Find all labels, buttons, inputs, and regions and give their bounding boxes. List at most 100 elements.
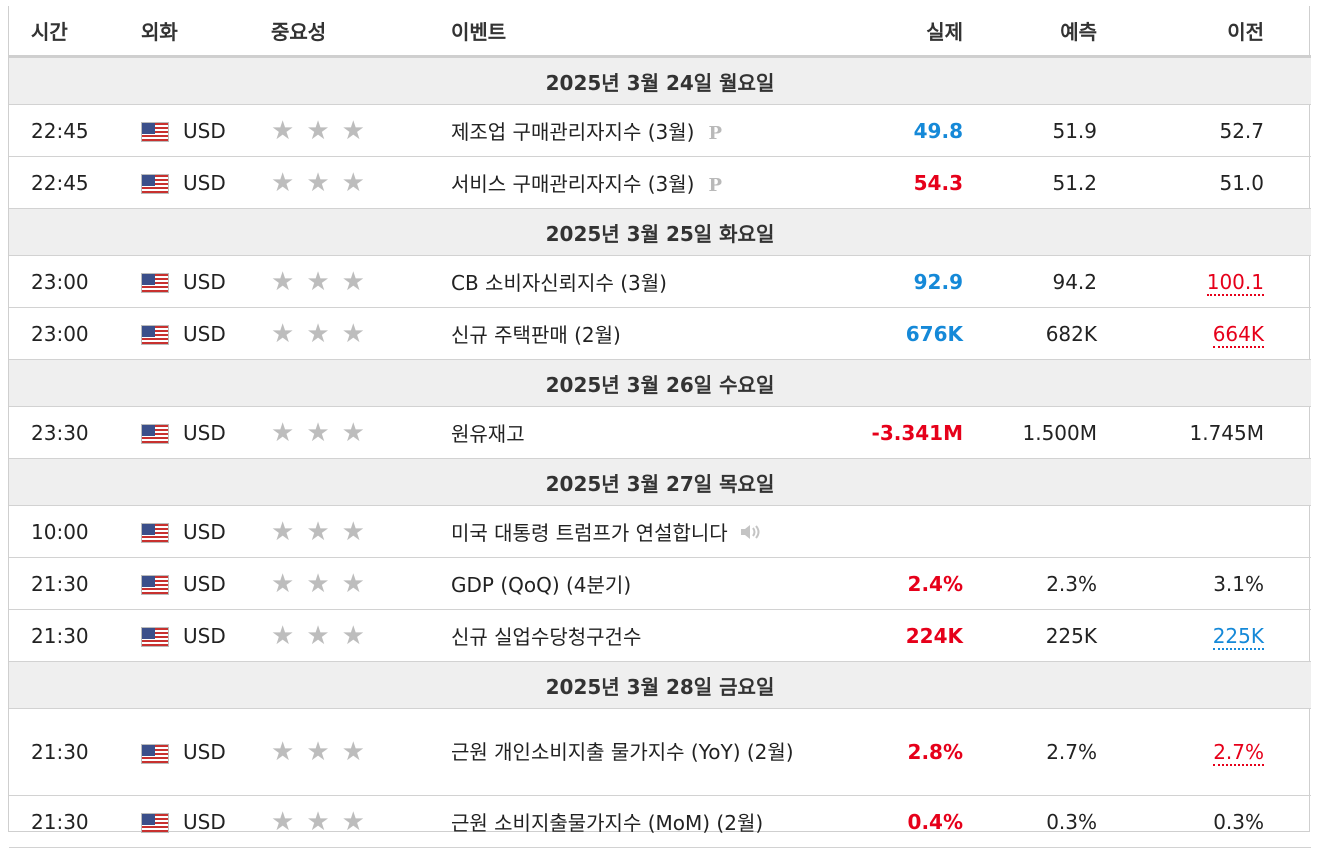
- event-name[interactable]: 제조업 구매관리자지수 (3월): [451, 120, 695, 144]
- event-name[interactable]: 신규 주택판매 (2월): [451, 323, 621, 347]
- event-cell[interactable]: CB 소비자신뢰지수 (3월): [451, 255, 823, 308]
- event-previous-cell: 0.3%: [1097, 795, 1264, 848]
- event-cell[interactable]: 신규 주택판매 (2월): [451, 307, 823, 360]
- event-row[interactable]: 22:45 USD ★ ★ ★ 서비스 구매관리자지수 (3월) P 54.3 51.2 51.0: [9, 156, 1311, 209]
- event-previous: 51.0: [1219, 170, 1264, 195]
- event-previous: 1.745M: [1189, 420, 1264, 445]
- event-actual: -3.341M: [871, 420, 963, 445]
- star-icon: ★: [306, 737, 330, 767]
- event-importance: ★ ★ ★: [271, 557, 451, 610]
- header-event[interactable]: 이벤트: [451, 6, 823, 58]
- header-time[interactable]: 시간: [9, 6, 141, 58]
- header-row: 시간 외화 중요성 이벤트 실제 예측 이전: [9, 6, 1311, 58]
- event-importance: ★ ★ ★: [271, 505, 451, 558]
- event-previous-cell: 1.745M: [1097, 406, 1264, 459]
- event-currency-cell: USD: [141, 104, 271, 157]
- event-cell[interactable]: GDP (QoQ) (4분기): [451, 557, 823, 610]
- event-cell[interactable]: 원유재고: [451, 406, 823, 459]
- event-row[interactable]: 22:45 USD ★ ★ ★ 제조업 구매관리자지수 (3월) P 49.8 51.9 52.7: [9, 104, 1311, 157]
- event-actual: 49.8: [913, 118, 963, 143]
- event-name[interactable]: 근원 소비지출물가지수 (MoM) (2월): [451, 811, 764, 835]
- event-previous-revised[interactable]: 100.1: [1206, 269, 1264, 296]
- event-currency: USD: [183, 571, 226, 596]
- event-row[interactable]: 10:00 USD ★ ★ ★ 미국 대통령 트럼프가 연설합니다: [9, 505, 1311, 558]
- event-previous-revised[interactable]: 2.7%: [1213, 740, 1264, 766]
- event-currency: USD: [183, 809, 226, 834]
- event-row[interactable]: 23:00 USD ★ ★ ★ CB 소비자신뢰지수 (3월) 92.9 94.2 100.1: [9, 255, 1311, 308]
- event-name[interactable]: 원유재고: [451, 422, 525, 446]
- star-icon: ★: [271, 620, 295, 651]
- event-cell[interactable]: 근원 개인소비지출 물가지수 (YoY) (2월): [451, 708, 823, 796]
- event-actual: 0.4%: [907, 809, 963, 834]
- day-header-label: 2025년 3월 26일 수요일: [9, 359, 1311, 407]
- event-row[interactable]: 21:30 USD ★ ★ ★ 근원 개인소비지출 물가지수 (YoY) (2월) 2.8%…: [9, 708, 1311, 796]
- event-importance: ★ ★ ★: [271, 708, 451, 796]
- event-row[interactable]: 23:00 USD ★ ★ ★ 신규 주택판매 (2월) 676K 682K 664K: [9, 307, 1311, 360]
- event-previous-cell: [1097, 505, 1264, 558]
- star-icon: ★: [306, 516, 330, 547]
- event-name[interactable]: 근원 개인소비지출 물가지수 (YoY) (2월): [451, 740, 794, 764]
- event-forecast: 0.3%: [963, 795, 1097, 848]
- star-icon: ★: [271, 318, 295, 349]
- event-time: 22:45: [9, 104, 141, 157]
- event-previous-revised[interactable]: 664K: [1212, 321, 1264, 348]
- preliminary-icon: P: [708, 123, 722, 144]
- event-previous-cell: 100.1: [1097, 255, 1264, 308]
- event-previous: 0.3%: [1213, 809, 1264, 834]
- star-icon: ★: [341, 417, 365, 448]
- event-currency: USD: [183, 519, 226, 544]
- us-flag-icon: [141, 273, 169, 293]
- event-currency: USD: [183, 420, 226, 445]
- day-header-label: 2025년 3월 25일 화요일: [9, 208, 1311, 256]
- star-icon: ★: [271, 266, 295, 297]
- event-previous-cell: 52.7: [1097, 104, 1264, 157]
- day-header-row: 2025년 3월 28일 금요일: [9, 661, 1311, 709]
- event-name[interactable]: GDP (QoQ) (4분기): [451, 573, 632, 597]
- us-flag-icon: [141, 325, 169, 345]
- event-time: 10:00: [9, 505, 141, 558]
- event-cell[interactable]: 미국 대통령 트럼프가 연설합니다: [451, 505, 823, 558]
- event-row[interactable]: 23:30 USD ★ ★ ★ 원유재고 -3.341M 1.500M 1.745M: [9, 406, 1311, 459]
- event-actual: 92.9: [913, 269, 963, 294]
- header-actual[interactable]: 실제: [823, 6, 963, 58]
- event-name[interactable]: 서비스 구매관리자지수 (3월): [451, 172, 695, 196]
- event-currency: USD: [183, 170, 226, 195]
- event-previous-revised[interactable]: 225K: [1212, 623, 1264, 650]
- row-spacer: [1264, 708, 1311, 796]
- header-previous[interactable]: 이전: [1097, 6, 1264, 58]
- event-importance: ★ ★ ★: [271, 104, 451, 157]
- event-forecast: 2.3%: [963, 557, 1097, 610]
- event-currency-cell: USD: [141, 406, 271, 459]
- preliminary-icon: P: [708, 175, 722, 196]
- event-forecast: 682K: [963, 307, 1097, 360]
- event-actual-cell: -3.341M: [823, 406, 963, 459]
- event-cell[interactable]: 제조업 구매관리자지수 (3월) P: [451, 104, 823, 157]
- header-currency[interactable]: 외화: [141, 6, 271, 58]
- header-importance[interactable]: 중요성: [271, 6, 451, 58]
- day-header-row: 2025년 3월 24일 월요일: [9, 56, 1311, 105]
- event-name[interactable]: CB 소비자신뢰지수 (3월): [451, 271, 667, 295]
- row-spacer: [1264, 557, 1311, 610]
- event-forecast: 51.2: [963, 156, 1097, 209]
- event-row[interactable]: 21:30 USD ★ ★ ★ GDP (QoQ) (4분기) 2.4% 2.3% 3.1%: [9, 557, 1311, 610]
- event-row[interactable]: 21:30 USD ★ ★ ★ 신규 실업수당청구건수 224K 225K 225K: [9, 609, 1311, 662]
- event-previous-cell: 51.0: [1097, 156, 1264, 209]
- event-name[interactable]: 신규 실업수당청구건수: [451, 625, 642, 649]
- event-currency: USD: [183, 118, 226, 143]
- us-flag-icon: [141, 174, 169, 194]
- row-spacer: [1264, 505, 1311, 558]
- star-icon: ★: [271, 516, 295, 547]
- header-forecast[interactable]: 예측: [963, 6, 1097, 58]
- event-forecast: 51.9: [963, 104, 1097, 157]
- us-flag-icon: [141, 575, 169, 595]
- event-previous: 3.1%: [1213, 571, 1264, 596]
- event-currency-cell: USD: [141, 795, 271, 848]
- event-time: 21:30: [9, 708, 141, 796]
- event-name[interactable]: 미국 대통령 트럼프가 연설합니다: [451, 520, 728, 545]
- us-flag-icon: [141, 743, 169, 764]
- star-icon: ★: [341, 266, 365, 297]
- event-actual-cell: 92.9: [823, 255, 963, 308]
- event-cell[interactable]: 서비스 구매관리자지수 (3월) P: [451, 156, 823, 209]
- event-cell[interactable]: 신규 실업수당청구건수: [451, 609, 823, 662]
- star-icon: ★: [271, 417, 295, 448]
